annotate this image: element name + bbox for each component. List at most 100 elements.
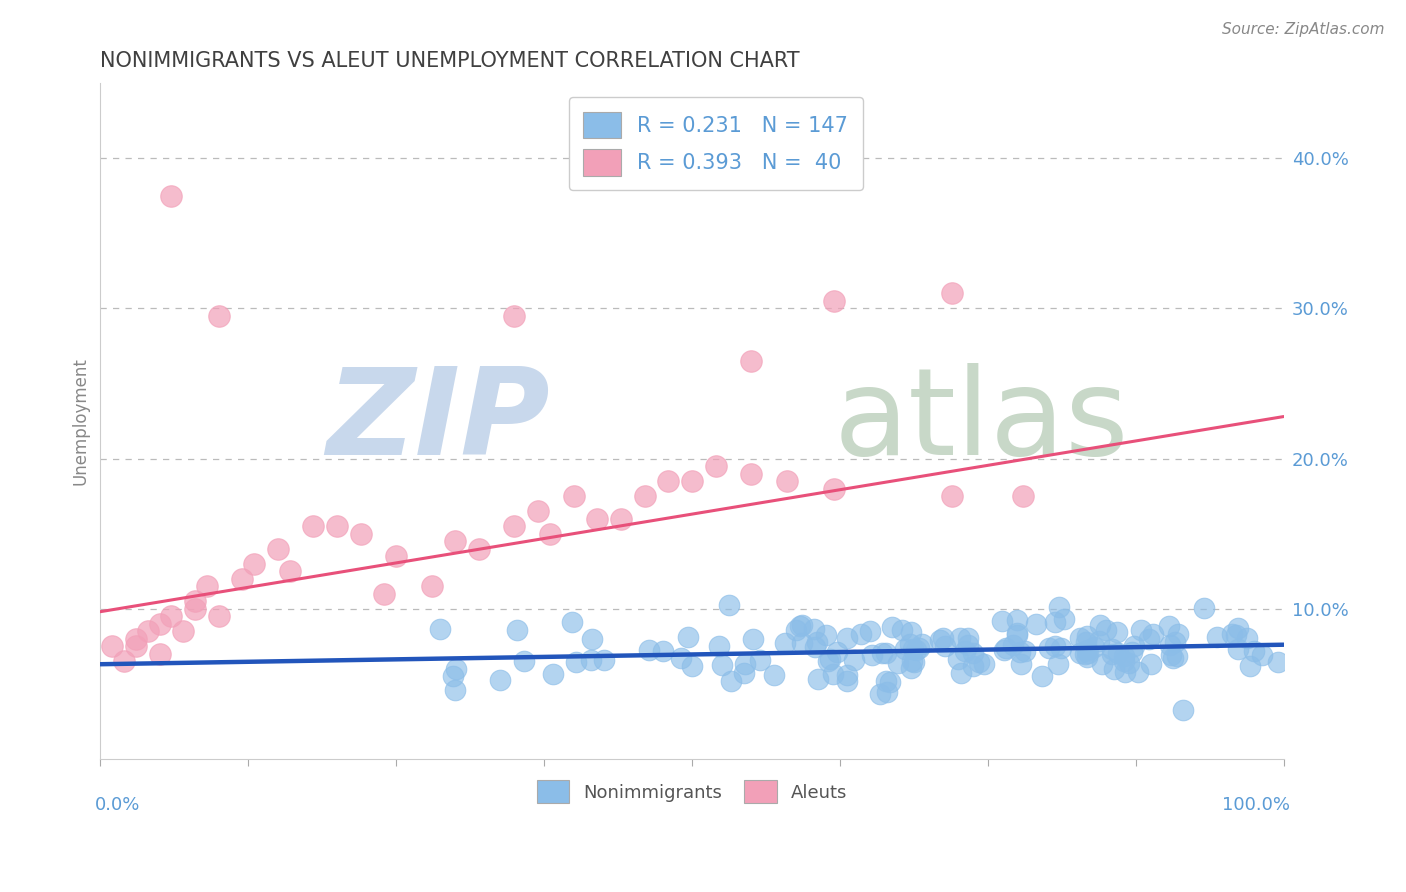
Point xyxy=(1118,657,1140,671)
Point xyxy=(957,632,980,646)
Point xyxy=(184,601,207,615)
Point xyxy=(932,632,955,646)
Point xyxy=(872,646,894,660)
Point xyxy=(1076,643,1098,657)
Point xyxy=(823,482,845,496)
Text: ZIP: ZIP xyxy=(326,362,550,480)
Point xyxy=(561,615,583,629)
Point xyxy=(806,635,828,649)
Point xyxy=(441,669,464,683)
Point xyxy=(903,642,925,657)
Point xyxy=(1128,665,1150,679)
Point xyxy=(1161,651,1184,665)
Point xyxy=(1069,646,1091,660)
Point xyxy=(949,631,972,645)
Point xyxy=(875,674,897,689)
Point xyxy=(610,511,633,525)
Point xyxy=(1076,650,1098,665)
Point xyxy=(506,623,529,637)
Point xyxy=(941,286,963,301)
Point xyxy=(1164,635,1187,649)
Point xyxy=(1102,662,1125,676)
Point xyxy=(326,519,349,533)
Point xyxy=(1194,600,1216,615)
Point xyxy=(1005,626,1028,640)
Point xyxy=(928,633,950,648)
Point xyxy=(1159,638,1181,652)
Point xyxy=(879,675,901,690)
Point xyxy=(1047,599,1070,614)
Point xyxy=(278,564,301,578)
Point xyxy=(444,662,467,676)
Point xyxy=(1025,616,1047,631)
Point xyxy=(1087,634,1109,648)
Point xyxy=(231,572,253,586)
Text: Source: ZipAtlas.com: Source: ZipAtlas.com xyxy=(1222,22,1385,37)
Point xyxy=(1171,703,1194,717)
Point xyxy=(208,609,231,624)
Point xyxy=(934,639,956,653)
Point xyxy=(160,189,183,203)
Point xyxy=(125,632,148,646)
Point xyxy=(762,668,785,682)
Point xyxy=(790,635,813,649)
Point xyxy=(1251,648,1274,663)
Point xyxy=(633,489,655,503)
Text: NONIMMIGRANTS VS ALEUT UNEMPLOYMENT CORRELATION CHART: NONIMMIGRANTS VS ALEUT UNEMPLOYMENT CORR… xyxy=(100,51,800,70)
Point xyxy=(350,526,373,541)
Point xyxy=(962,646,984,660)
Legend: Nonimmigrants, Aleuts: Nonimmigrants, Aleuts xyxy=(529,772,855,811)
Point xyxy=(859,624,882,639)
Point xyxy=(1074,635,1097,649)
Point xyxy=(905,643,928,657)
Point xyxy=(991,614,1014,628)
Point xyxy=(1088,618,1111,632)
Point xyxy=(875,646,897,660)
Point xyxy=(503,309,526,323)
Point xyxy=(489,673,512,688)
Point xyxy=(773,635,796,649)
Point xyxy=(1043,615,1066,629)
Point xyxy=(1142,626,1164,640)
Point xyxy=(741,632,763,646)
Point xyxy=(789,619,811,633)
Point xyxy=(1105,624,1128,639)
Point xyxy=(823,667,845,681)
Text: atlas: atlas xyxy=(834,362,1129,480)
Point xyxy=(1239,658,1261,673)
Point xyxy=(657,474,679,488)
Point xyxy=(825,645,848,659)
Point xyxy=(184,594,207,608)
Point xyxy=(1101,647,1123,661)
Point xyxy=(136,624,159,639)
Point xyxy=(208,309,231,323)
Point xyxy=(581,653,603,667)
Point xyxy=(740,354,762,368)
Point xyxy=(709,639,731,653)
Point xyxy=(1038,641,1060,656)
Point xyxy=(681,474,703,488)
Point xyxy=(949,665,972,680)
Point xyxy=(148,616,170,631)
Point xyxy=(1159,619,1181,633)
Point xyxy=(1236,632,1258,646)
Text: 100.0%: 100.0% xyxy=(1222,796,1289,814)
Point xyxy=(820,652,842,666)
Point xyxy=(775,474,797,488)
Point xyxy=(1046,657,1069,672)
Point xyxy=(749,653,772,667)
Point xyxy=(1160,648,1182,662)
Point xyxy=(993,642,1015,657)
Point xyxy=(835,632,858,646)
Point xyxy=(373,587,395,601)
Point xyxy=(807,672,830,686)
Point xyxy=(860,648,883,662)
Y-axis label: Unemployment: Unemployment xyxy=(72,357,89,485)
Point xyxy=(1227,621,1250,635)
Point xyxy=(1121,645,1143,659)
Point xyxy=(835,673,858,688)
Point xyxy=(900,661,922,675)
Point xyxy=(1095,624,1118,638)
Point xyxy=(1031,668,1053,682)
Point xyxy=(900,637,922,651)
